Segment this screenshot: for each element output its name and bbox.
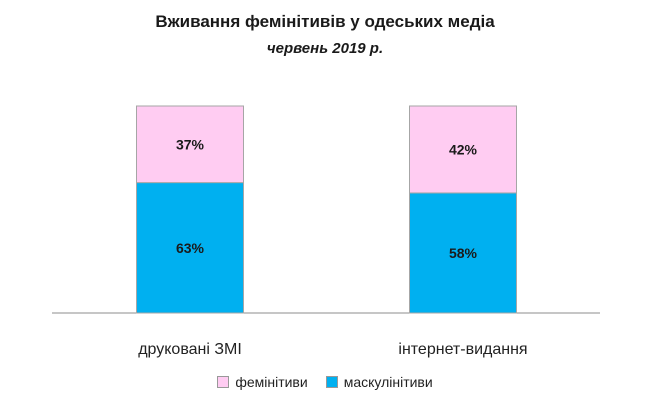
category-label: друковані ЗМІ bbox=[138, 341, 242, 358]
data-label: 58% bbox=[449, 245, 478, 261]
data-label: 42% bbox=[449, 141, 478, 157]
chart-title: Вживання фемінітивів у одеських медіа bbox=[155, 12, 495, 31]
legend-label-masculinitives: маскулінітиви bbox=[343, 374, 433, 390]
data-label: 37% bbox=[176, 136, 205, 152]
data-label: 63% bbox=[176, 240, 205, 256]
legend-label-feminitives: фемінітиви bbox=[235, 374, 308, 390]
legend-item-masculinitives: маскулінітиви bbox=[325, 374, 433, 390]
bar-segment bbox=[136, 182, 244, 314]
legend-swatch-feminitives bbox=[217, 376, 230, 388]
bar-segment bbox=[409, 192, 517, 314]
chart-legend: фемінітиви маскулінітиви bbox=[0, 374, 650, 390]
category-label: інтернет-видання bbox=[398, 341, 527, 358]
legend-swatch-masculinitives bbox=[325, 376, 338, 388]
bar-segment bbox=[409, 105, 517, 194]
legend-item-feminitives: фемінітиви bbox=[217, 374, 308, 390]
bar-segment bbox=[136, 105, 244, 184]
chart-subtitle: червень 2019 р. bbox=[266, 40, 384, 57]
